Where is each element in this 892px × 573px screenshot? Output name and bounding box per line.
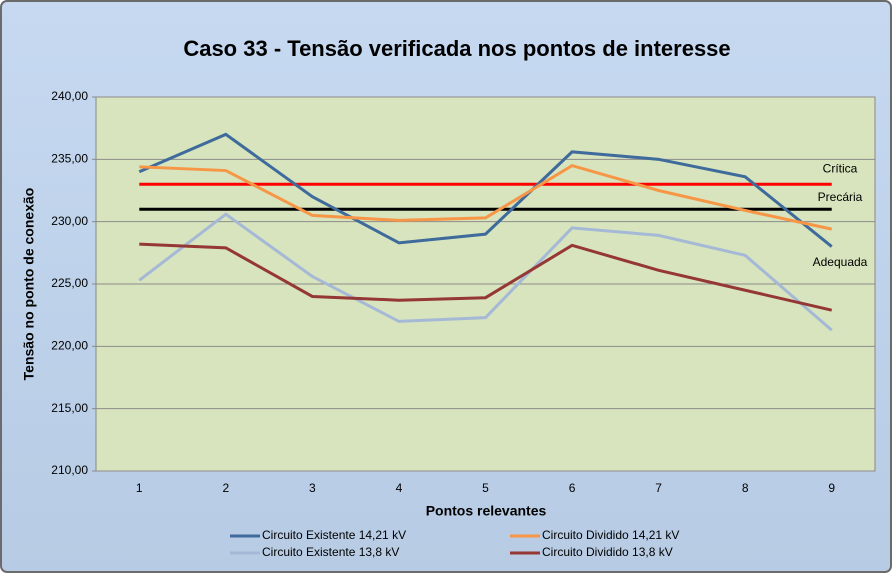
y-tick-label: 230,00 (51, 214, 88, 228)
x-tick-label: 5 (482, 481, 489, 495)
legend-label: Circuito Existente 13,8 kV (262, 545, 399, 559)
y-tick-label: 220,00 (51, 339, 88, 353)
x-tick-label: 8 (742, 481, 749, 495)
y-axis-label: Tensão no ponto de conexão (21, 188, 37, 381)
y-tick-label: 225,00 (51, 276, 88, 290)
y-tick-label: 240,00 (51, 89, 88, 103)
series-line (138, 212, 833, 332)
x-tick-label: 7 (655, 481, 662, 495)
y-tick-label: 215,00 (51, 401, 88, 415)
chart-title: Caso 33 - Tensão verificada nos pontos d… (183, 36, 730, 61)
y-tick-label: 210,00 (51, 463, 88, 477)
annotation: Adequada (813, 255, 868, 269)
series-line (138, 132, 833, 248)
x-tick-label: 3 (309, 481, 316, 495)
legend-label: Circuito Existente 14,21 kV (262, 528, 406, 542)
x-tick-label: 1 (136, 481, 143, 495)
annotation: Crítica (823, 161, 858, 175)
x-tick-label: 6 (569, 481, 576, 495)
y-tick-label: 235,00 (51, 152, 88, 166)
x-tick-label: 2 (222, 481, 229, 495)
x-tick-label: 9 (828, 481, 835, 495)
x-tick-label: 4 (396, 481, 403, 495)
legend-label: Circuito Dividido 14,21 kV (542, 528, 679, 542)
x-axis-label: Pontos relevantes (426, 503, 547, 519)
legend-label: Circuito Dividido 13,8 kV (542, 545, 673, 559)
annotation: Precária (818, 190, 863, 204)
series-line (139, 163, 833, 231)
series-line (139, 242, 833, 312)
